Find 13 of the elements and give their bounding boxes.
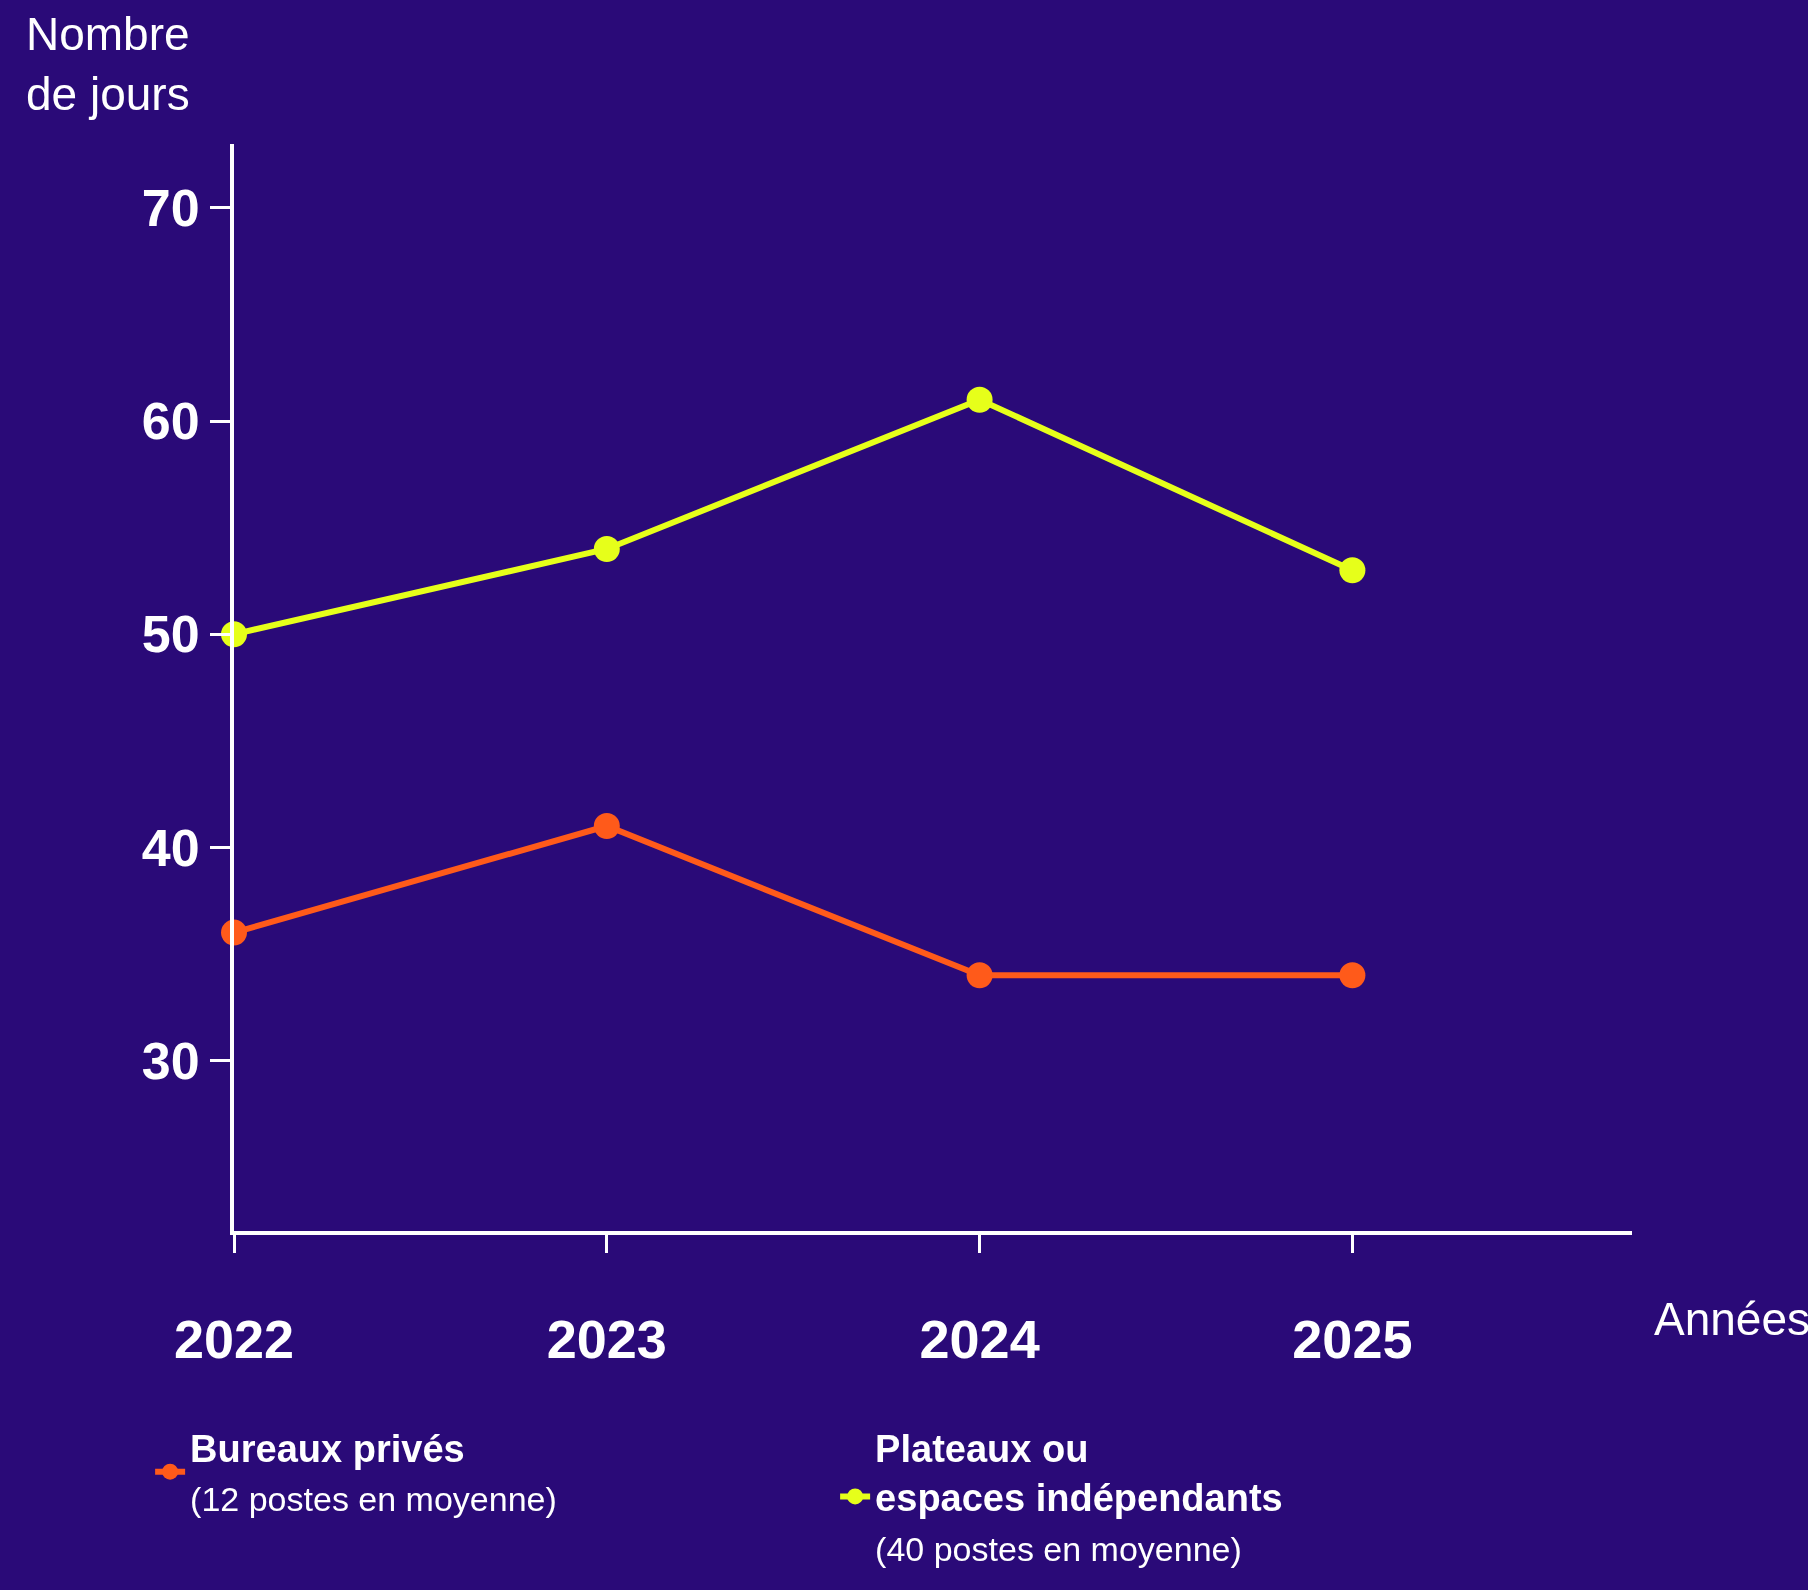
legend-label: Plateaux ou espaces indépendants (40 postes en moyenne)	[875, 1427, 1283, 1568]
legend-label: Bureaux privés (12 postes en moyenne)	[190, 1427, 557, 1519]
x-tick-label: 2023	[546, 1308, 667, 1369]
x-tick-label: 2024	[919, 1308, 1040, 1369]
y-tick-label: 60	[141, 392, 200, 451]
y-tick-label: 30	[141, 1031, 200, 1090]
x-axis-title: Années	[1654, 1293, 1808, 1345]
x-tick-label: 2022	[173, 1308, 295, 1369]
y-tick-label: 50	[141, 605, 200, 664]
y-axis-title: Nombre de jours	[26, 8, 190, 120]
y-tick-label: 70	[141, 179, 200, 238]
y-tick-label: 40	[141, 818, 200, 877]
x-tick-label: 2025	[1292, 1308, 1413, 1369]
